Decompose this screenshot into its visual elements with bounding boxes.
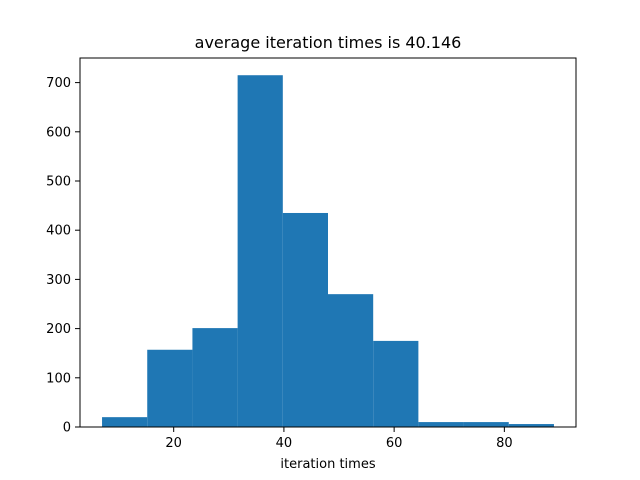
- x-tick-label: 80: [496, 436, 513, 451]
- chart-title: average iteration times is 40.146: [195, 33, 462, 52]
- y-tick-label: 600: [46, 125, 71, 140]
- histogram-bar: [237, 75, 283, 427]
- y-axis-ticks: 0 100 200 300 400 500 600 700: [46, 76, 80, 436]
- x-axis-label: iteration times: [280, 457, 375, 472]
- x-tick-label: 40: [276, 436, 293, 451]
- plot-frame: [79, 57, 577, 428]
- histogram-bar: [373, 340, 419, 427]
- histogram-bar: [102, 417, 148, 427]
- histogram-bar: [418, 422, 464, 427]
- y-tick-label: 0: [63, 421, 71, 436]
- y-tick-label: 500: [46, 175, 71, 190]
- histogram-bar: [147, 349, 193, 427]
- y-tick-label: 400: [46, 224, 71, 239]
- histogram-bar: [282, 212, 328, 427]
- histogram-bar: [192, 328, 238, 427]
- y-tick-label: 100: [46, 371, 71, 386]
- x-axis-ticks: 20 40 60 80: [165, 427, 513, 451]
- y-tick-label: 300: [46, 273, 71, 288]
- histogram-bar: [328, 294, 374, 427]
- histogram-bar: [463, 422, 509, 427]
- y-tick-label: 700: [46, 76, 71, 91]
- x-tick-label: 20: [165, 436, 182, 451]
- histogram-bars: [102, 75, 554, 427]
- y-tick-label: 200: [46, 322, 71, 337]
- histogram-bar: [508, 424, 554, 427]
- x-tick-label: 60: [386, 436, 403, 451]
